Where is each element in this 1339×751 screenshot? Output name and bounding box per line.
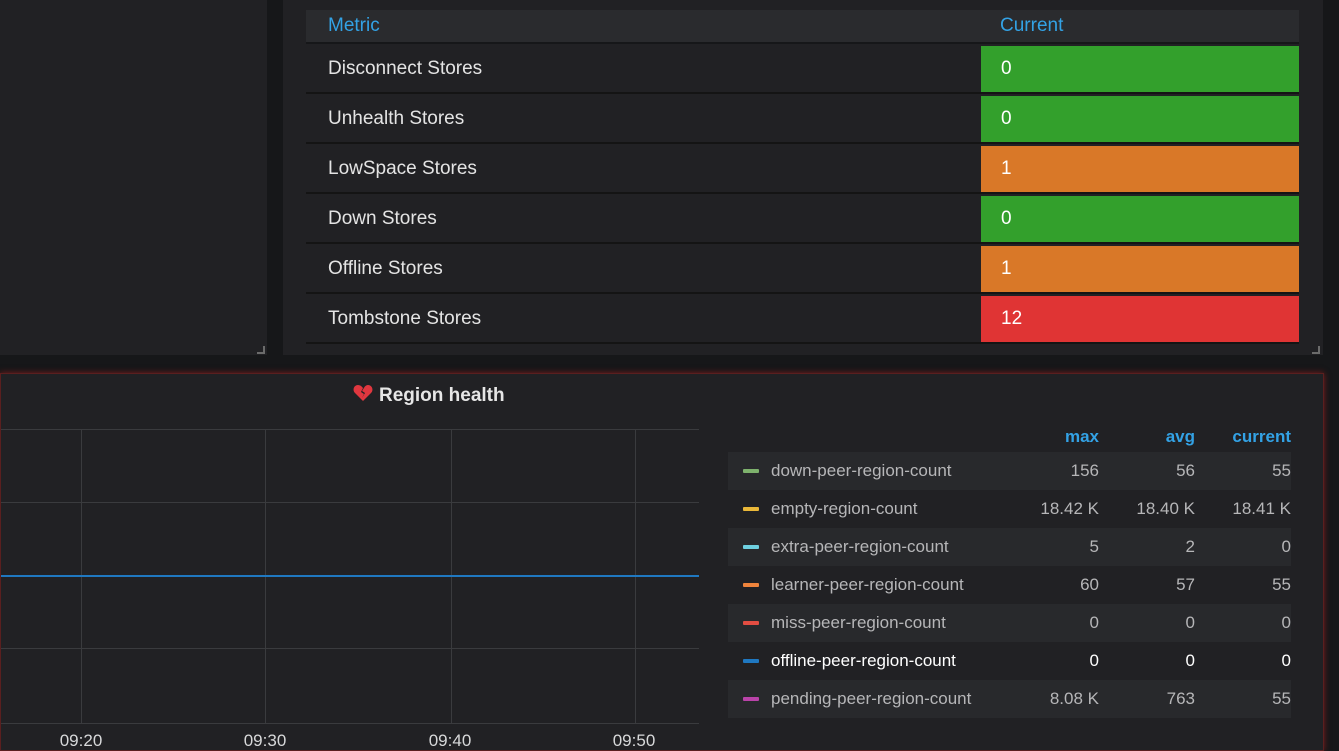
legend-series-row[interactable]: offline-peer-region-count 0 0 0: [728, 642, 1291, 680]
legend-value-avg: 763: [1166, 689, 1195, 708]
legend-value-avg: 18.40 K: [1136, 499, 1195, 518]
legend-value-current: 55: [1272, 689, 1291, 708]
legend-value-max: 156: [1070, 461, 1099, 480]
legend-value-avg: 0: [1185, 613, 1195, 632]
legend-series-row[interactable]: learner-peer-region-count 60 57 55: [728, 566, 1291, 604]
series-color-swatch[interactable]: [743, 507, 759, 511]
legend-value-current: 0: [1281, 537, 1291, 556]
legend-series-row[interactable]: extra-peer-region-count 5 2 0: [728, 528, 1291, 566]
metric-name-cell: Disconnect Stores: [328, 58, 483, 79]
series-color-swatch[interactable]: [743, 583, 759, 587]
legend-value-current: 0: [1281, 613, 1291, 632]
table-row: Disconnect Stores 0: [306, 46, 1299, 94]
legend-series-name[interactable]: down-peer-region-count: [771, 461, 952, 480]
column-header-metric[interactable]: Metric: [328, 15, 380, 36]
panel-title[interactable]: Region health: [353, 384, 505, 408]
legend-series-row[interactable]: pending-peer-region-count 8.08 K 763 55: [728, 680, 1291, 718]
legend-table: max avg current down-peer-region-count 15…: [728, 422, 1291, 718]
panel-resize-handle[interactable]: [1312, 346, 1320, 354]
legend-value-current: 55: [1272, 461, 1291, 480]
x-axis-tick: 09:20: [59, 731, 103, 750]
legend-series-row[interactable]: miss-peer-region-count 0 0 0: [728, 604, 1291, 642]
legend-series-name[interactable]: extra-peer-region-count: [771, 537, 949, 556]
legend-value-avg: 2: [1185, 537, 1195, 556]
metric-name-cell: Offline Stores: [328, 258, 443, 279]
legend-value-max: 8.08 K: [1049, 689, 1099, 708]
current-value-cell: 0: [981, 196, 1299, 242]
legend-value-avg: 57: [1176, 575, 1195, 594]
legend-series-row[interactable]: down-peer-region-count 156 56 55: [728, 452, 1291, 490]
table-row: LowSpace Stores 1: [306, 146, 1299, 194]
x-axis-tick: 09:50: [612, 731, 656, 750]
metric-name-cell: LowSpace Stores: [328, 158, 477, 179]
legend-header: max avg current: [728, 422, 1291, 452]
metric-name-cell: Down Stores: [328, 208, 437, 229]
x-axis-tick: 09:40: [428, 731, 472, 750]
series-color-swatch[interactable]: [743, 469, 759, 473]
legend-value-current: 18.41 K: [1232, 499, 1291, 518]
legend-value-max: 60: [1080, 575, 1099, 594]
current-value-cell: 1: [981, 146, 1299, 192]
legend-sort-max[interactable]: max: [1064, 427, 1099, 446]
legend-sort-avg[interactable]: avg: [1165, 427, 1195, 446]
legend-value-current: 0: [1281, 651, 1291, 670]
legend-series-row[interactable]: empty-region-count 18.42 K 18.40 K 18.41 K: [728, 490, 1291, 528]
legend-value-avg: 56: [1176, 461, 1195, 480]
table-header: Metric Current: [306, 10, 1299, 44]
series-color-swatch[interactable]: [743, 697, 759, 701]
table-row: Down Stores 0: [306, 196, 1299, 244]
legend-value-max: 0: [1089, 613, 1099, 632]
legend-value-max: 5: [1089, 537, 1099, 556]
panel-title-text: Region health: [379, 385, 505, 406]
series-color-swatch[interactable]: [743, 545, 759, 549]
legend-series-name[interactable]: miss-peer-region-count: [771, 613, 946, 632]
current-value-cell: 1: [981, 246, 1299, 292]
metric-name-cell: Unhealth Stores: [328, 108, 465, 129]
x-axis-tick: 09:30: [243, 731, 287, 750]
legend-series-name[interactable]: learner-peer-region-count: [771, 575, 964, 594]
region-health-panel: Region health 09:20 09:30 09:40 09:50 ma…: [0, 373, 1324, 751]
current-value-cell: 12: [981, 296, 1299, 342]
legend-series-name[interactable]: offline-peer-region-count: [771, 651, 956, 670]
current-value-cell: 0: [981, 96, 1299, 142]
legend-value-max: 0: [1089, 651, 1099, 670]
legend-value-current: 55: [1272, 575, 1291, 594]
table-row: Offline Stores 1: [306, 246, 1299, 294]
stores-status-panel: Metric Current Disconnect Stores 0 Unhealt…: [283, 0, 1323, 355]
table-row: Unhealth Stores 0: [306, 96, 1299, 144]
empty-panel: [0, 0, 267, 355]
legend-sort-current[interactable]: current: [1232, 427, 1291, 446]
graph-plot-area[interactable]: [1, 429, 699, 724]
legend-value-max: 18.42 K: [1040, 499, 1099, 518]
panel-resize-handle[interactable]: [257, 346, 265, 354]
current-value-cell: 0: [981, 46, 1299, 92]
broken-heart-icon: [353, 384, 373, 408]
metric-name-cell: Tombstone Stores: [328, 308, 482, 329]
legend-value-avg: 0: [1185, 651, 1195, 670]
series-color-swatch[interactable]: [743, 659, 759, 663]
legend-series-name[interactable]: pending-peer-region-count: [771, 689, 972, 708]
column-header-current[interactable]: Current: [1000, 15, 1064, 36]
stores-table: Metric Current Disconnect Stores 0 Unhealt…: [306, 10, 1299, 344]
series-color-swatch[interactable]: [743, 621, 759, 625]
legend-series-name[interactable]: empty-region-count: [771, 499, 918, 518]
table-row: Tombstone Stores 12: [306, 296, 1299, 344]
